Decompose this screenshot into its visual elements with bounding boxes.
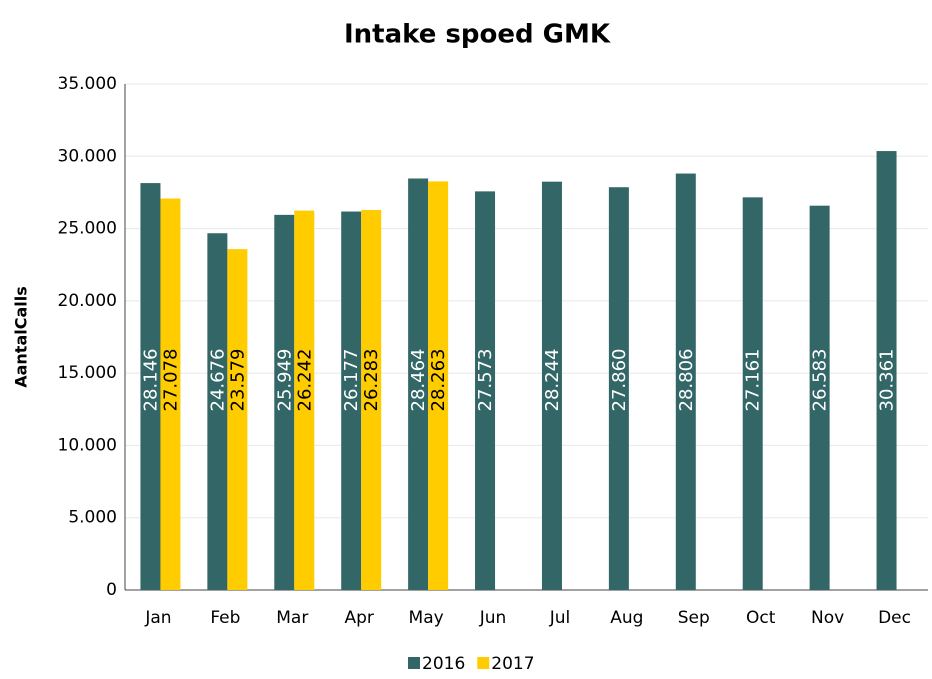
- y-tick-label: 20.000: [58, 291, 117, 311]
- y-tick-label: 5.000: [68, 508, 117, 528]
- data-label: 28.146: [140, 349, 161, 412]
- data-label: 26.283: [361, 349, 382, 412]
- bar: [475, 191, 496, 590]
- bar: [160, 198, 181, 590]
- x-tick-label: Oct: [746, 608, 776, 628]
- bar: [140, 183, 161, 590]
- data-label: 27.161: [743, 349, 764, 412]
- bar: [809, 205, 830, 590]
- legend-label: 2017: [491, 654, 534, 674]
- bar: [876, 151, 897, 590]
- bar: [274, 214, 295, 590]
- bar: [675, 173, 696, 590]
- data-label: 26.177: [341, 349, 362, 412]
- x-tick-label: Mar: [276, 608, 308, 628]
- bar: [428, 181, 449, 590]
- bar: [207, 233, 228, 590]
- bar: [541, 181, 562, 590]
- bar: [341, 211, 362, 591]
- data-label: 28.244: [542, 349, 563, 412]
- bar: [227, 249, 248, 590]
- data-label: 26.583: [810, 349, 831, 412]
- y-tick-label: 35.000: [58, 74, 117, 94]
- chart-title: Intake spoed GMK: [344, 20, 611, 50]
- y-tick-label: 15.000: [58, 363, 117, 383]
- x-tick-label: Sep: [678, 608, 710, 628]
- data-label: 24.676: [207, 349, 228, 412]
- y-tick-label: 0: [106, 580, 117, 600]
- data-label: 28.464: [408, 349, 429, 412]
- x-tick-label: Jun: [479, 608, 507, 628]
- data-label: 28.263: [428, 349, 449, 412]
- data-label: 28.806: [676, 349, 697, 412]
- x-tick-label: Jul: [549, 608, 571, 628]
- data-label: 23.579: [227, 349, 248, 412]
- x-tick-label: Aug: [610, 608, 643, 628]
- bar: [742, 197, 763, 591]
- bar: [608, 187, 629, 590]
- legend-swatch: [477, 657, 490, 669]
- x-tick-label: Jan: [144, 608, 171, 628]
- x-tick-label: May: [409, 608, 444, 628]
- bar: [294, 210, 315, 590]
- x-tick-label: Dec: [878, 608, 911, 628]
- y-tick-label: 25.000: [58, 219, 117, 239]
- y-axis-label: AantalCalls: [12, 286, 31, 388]
- bar: [361, 210, 382, 590]
- data-label: 27.860: [609, 349, 630, 412]
- data-label: 27.078: [160, 349, 181, 412]
- legend-label: 2016: [422, 654, 465, 674]
- legend-swatch: [408, 657, 420, 669]
- data-label: 25.949: [274, 349, 295, 412]
- x-tick-label: Feb: [210, 608, 240, 628]
- data-label: 27.573: [475, 349, 496, 412]
- x-tick-label: Apr: [344, 608, 373, 628]
- y-tick-label: 10.000: [58, 435, 117, 455]
- y-tick-label: 30.000: [58, 146, 117, 166]
- data-label: 26.242: [294, 349, 315, 412]
- bar: [408, 178, 429, 590]
- x-tick-label: Nov: [811, 608, 844, 628]
- data-label: 30.361: [877, 349, 898, 412]
